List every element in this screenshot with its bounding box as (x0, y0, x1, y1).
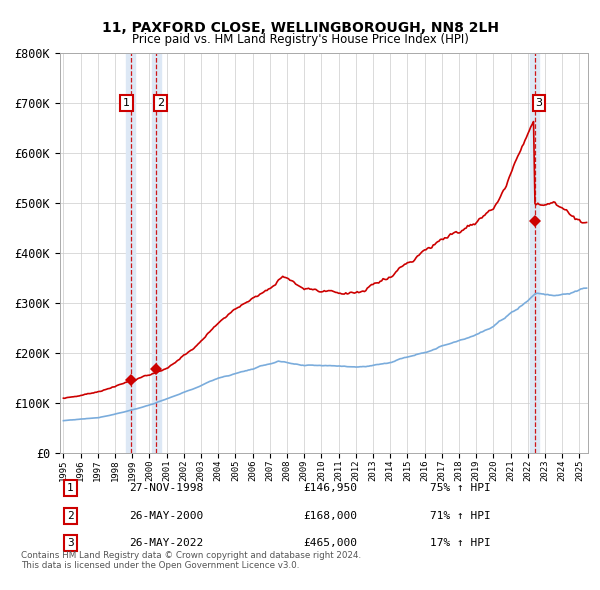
Text: 17% ↑ HPI: 17% ↑ HPI (430, 538, 490, 548)
Text: 27-NOV-1998: 27-NOV-1998 (128, 483, 203, 493)
Bar (126, 53, 136, 453)
Bar (530, 53, 539, 453)
Text: This data is licensed under the Open Government Licence v3.0.: This data is licensed under the Open Gov… (21, 560, 299, 569)
Text: 3: 3 (535, 98, 542, 108)
Text: 26-MAY-2022: 26-MAY-2022 (128, 538, 203, 548)
Text: £168,000: £168,000 (303, 511, 357, 521)
Text: 26-MAY-2000: 26-MAY-2000 (128, 511, 203, 521)
Text: 1: 1 (67, 483, 74, 493)
Text: 2: 2 (157, 98, 164, 108)
Text: 3: 3 (67, 538, 74, 548)
Text: £465,000: £465,000 (303, 538, 357, 548)
Text: 1: 1 (123, 98, 130, 108)
Text: £146,950: £146,950 (303, 483, 357, 493)
Text: 75% ↑ HPI: 75% ↑ HPI (430, 483, 490, 493)
Text: Price paid vs. HM Land Registry's House Price Index (HPI): Price paid vs. HM Land Registry's House … (131, 33, 469, 46)
Text: Contains HM Land Registry data © Crown copyright and database right 2024.: Contains HM Land Registry data © Crown c… (21, 550, 361, 559)
Bar (152, 53, 161, 453)
Text: 11, PAXFORD CLOSE, WELLINGBOROUGH, NN8 2LH: 11, PAXFORD CLOSE, WELLINGBOROUGH, NN8 2… (101, 21, 499, 35)
Text: 71% ↑ HPI: 71% ↑ HPI (430, 511, 490, 521)
Text: 2: 2 (67, 511, 74, 521)
